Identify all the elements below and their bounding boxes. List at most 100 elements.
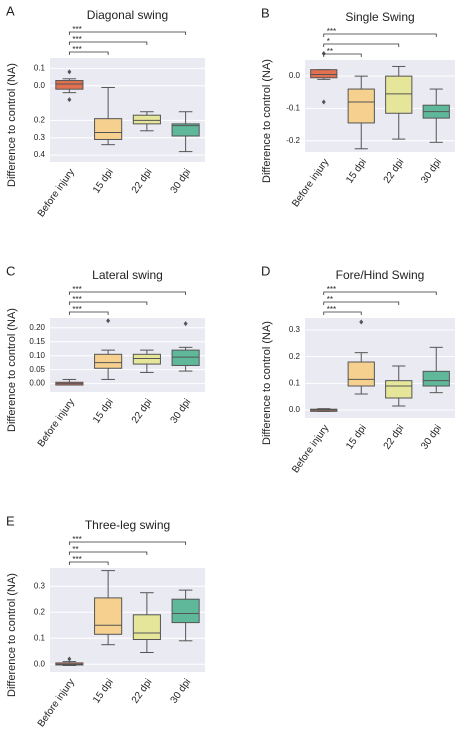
y-tick-label: 0.2 — [34, 116, 46, 125]
x-tick-label: 22 dpi — [130, 397, 155, 426]
x-tick-label: 15 dpi — [91, 167, 116, 196]
box — [132, 353, 161, 365]
outlier — [359, 319, 364, 325]
significance-bracket — [68, 541, 187, 545]
x-tick-label: 15 dpi — [91, 397, 116, 426]
box — [132, 114, 161, 125]
significance-label: *** — [327, 305, 336, 314]
y-axis-label: Difference to control (NA) — [261, 59, 273, 183]
x-tick-label: 30 dpi — [419, 423, 444, 452]
x-tick-label: Before injury — [36, 397, 77, 449]
box — [171, 123, 200, 137]
box — [132, 614, 161, 640]
significance-label: ** — [327, 47, 333, 56]
y-tick-label: 0.1 — [289, 378, 301, 387]
x-tick-label: 30 dpi — [419, 157, 444, 186]
chart-title: Fore/Hind Swing — [336, 268, 425, 282]
y-tick-label: 0.0 — [34, 81, 46, 90]
significance-label: ** — [72, 545, 78, 554]
box — [310, 69, 338, 79]
y-tick-label: -0.2 — [286, 136, 300, 145]
x-tick-label: 30 dpi — [169, 167, 194, 196]
x-tick-label: 22 dpi — [130, 167, 155, 196]
significance-bracket — [68, 51, 109, 55]
box — [94, 118, 123, 140]
x-tick-label: Before injury — [290, 157, 331, 209]
outlier — [67, 69, 72, 75]
significance-bracket — [323, 291, 437, 295]
y-tick-label: 0.2 — [34, 607, 46, 616]
significance-label: *** — [72, 285, 81, 294]
significance-bracket — [68, 551, 148, 555]
significance-bracket — [68, 301, 148, 305]
panel-label: E — [6, 513, 15, 528]
plot-area — [50, 58, 205, 162]
significance-bracket — [68, 311, 109, 315]
chart-title: Single Swing — [345, 10, 414, 24]
outlier — [67, 656, 72, 662]
x-tick-label: 15 dpi — [91, 677, 116, 706]
box — [385, 75, 413, 114]
significance-label: *** — [72, 535, 81, 544]
outlier — [106, 318, 111, 324]
outlier — [67, 97, 72, 103]
x-tick-label: Before injury — [36, 167, 77, 219]
box — [171, 598, 200, 624]
y-tick-label: -0.1 — [286, 104, 300, 113]
box — [55, 80, 84, 90]
y-tick-label: 0.00 — [29, 379, 45, 388]
significance-label: *** — [72, 35, 81, 44]
y-axis-label: Difference to control (NA) — [261, 321, 273, 445]
x-tick-label: Before injury — [36, 677, 77, 729]
y-tick-label: 0.2 — [289, 352, 301, 361]
significance-label: *** — [72, 295, 81, 304]
box — [94, 353, 123, 369]
y-tick-label: 0.15 — [29, 337, 45, 346]
chart-title: Lateral swing — [92, 268, 163, 282]
plot-area — [305, 318, 455, 418]
significance-bracket — [68, 291, 187, 295]
panel-label: D — [261, 263, 270, 278]
y-tick-label: 0.0 — [289, 405, 301, 414]
significance-bracket — [68, 41, 148, 45]
x-tick-label: 30 dpi — [169, 677, 194, 706]
significance-label: *** — [72, 305, 81, 314]
y-tick-label: 0.3 — [34, 581, 46, 590]
significance-bracket — [68, 31, 187, 35]
chart-title: Three-leg swing — [85, 518, 170, 532]
y-tick-label: 0.3 — [289, 325, 301, 334]
y-tick-label: 0.1 — [34, 64, 46, 73]
significance-label: *** — [72, 555, 81, 564]
outlier — [321, 99, 326, 105]
y-tick-label: 0.05 — [29, 365, 45, 374]
significance-bracket — [323, 33, 437, 37]
significance-bracket — [323, 311, 362, 315]
significance-label: ** — [327, 295, 333, 304]
significance-label: *** — [327, 285, 336, 294]
y-tick-label: 0.10 — [29, 351, 45, 360]
significance-label: *** — [72, 25, 81, 34]
y-tick-label: 0.0 — [289, 71, 301, 80]
panel-label: A — [6, 3, 15, 18]
panel-label: B — [261, 5, 270, 20]
x-tick-label: 15 dpi — [344, 423, 369, 452]
box — [94, 597, 123, 635]
significance-label: * — [327, 37, 330, 46]
y-tick-label: 0.0 — [34, 659, 46, 668]
box — [171, 349, 200, 366]
x-tick-label: 22 dpi — [130, 677, 155, 706]
box — [385, 380, 413, 399]
outlier — [183, 321, 188, 327]
significance-label: *** — [72, 45, 81, 54]
significance-bracket — [68, 561, 109, 565]
significance-label: *** — [327, 27, 336, 36]
y-axis-label: Difference to control (NA) — [6, 308, 18, 432]
significance-bracket — [323, 301, 400, 305]
box — [422, 370, 450, 387]
x-tick-label: 22 dpi — [382, 157, 407, 186]
significance-bracket — [323, 43, 400, 47]
x-tick-label: 30 dpi — [169, 397, 194, 426]
significance-bracket — [323, 53, 362, 57]
outlier — [321, 51, 326, 57]
